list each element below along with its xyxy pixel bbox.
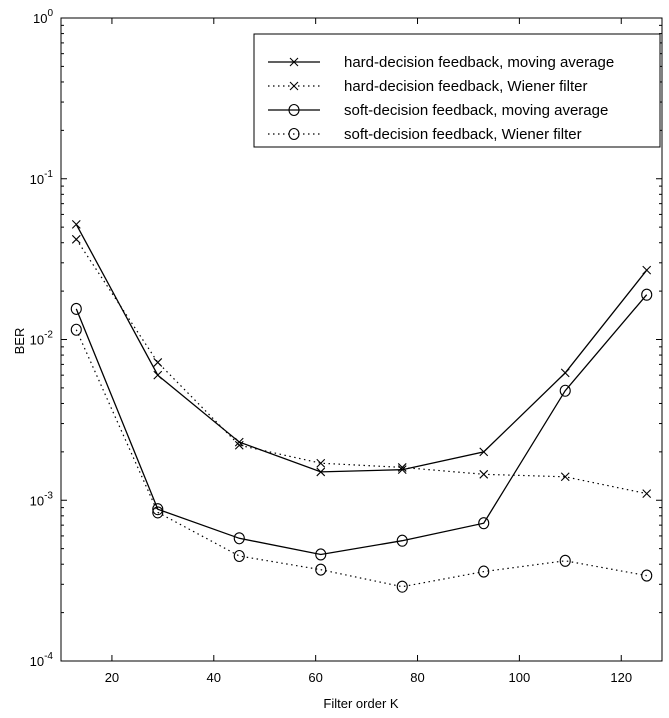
data-point [315, 563, 327, 576]
legend-label: hard-decision feedback, Wiener filter [344, 78, 587, 95]
data-point [316, 467, 326, 477]
series-line [75, 224, 648, 473]
data-point [70, 323, 82, 336]
series-line [75, 294, 648, 556]
series-line [75, 329, 647, 588]
legend-label: soft-decision feedback, moving average [344, 102, 608, 119]
legend-item: hard-decision feedback, moving average [268, 54, 614, 71]
y-tick-label: 10-3 [30, 490, 54, 508]
data-point [153, 358, 163, 367]
legend: hard-decision feedback, moving average ha… [253, 33, 661, 148]
y-tick-label: 10-2 [30, 330, 54, 348]
series-3 [70, 288, 653, 561]
data-point [642, 265, 652, 275]
data-point [152, 506, 164, 519]
x-tick-label: 100 [509, 670, 531, 685]
data-point [396, 580, 408, 593]
data-point [560, 472, 570, 482]
data-point [234, 440, 244, 450]
x-tick-label: 40 [207, 670, 221, 685]
y-tick-label: 10-4 [30, 651, 54, 669]
legend-marker [289, 81, 299, 91]
data-point [233, 532, 245, 545]
y-tick-label: 10-1 [30, 169, 54, 187]
y-axis-label: BER [12, 328, 27, 355]
data-point [397, 463, 407, 472]
data-point [641, 569, 653, 582]
legend-item: soft-decision feedback, Wiener filter [268, 126, 582, 143]
x-tick-label: 120 [610, 670, 632, 685]
data-point [152, 503, 164, 516]
legend-item: soft-decision feedback, moving average [268, 102, 608, 119]
data-point [560, 368, 570, 378]
data-point [153, 370, 163, 380]
x-axis-label: Filter order K [323, 696, 398, 711]
data-point [315, 548, 327, 561]
data-point [233, 549, 245, 563]
series-layer [70, 220, 653, 593]
data-point [234, 437, 244, 447]
data-point [71, 234, 81, 244]
y-tick-label: 100 [33, 8, 53, 26]
data-point [478, 565, 490, 578]
legend-item: hard-decision feedback, Wiener filter [268, 78, 587, 95]
data-point [316, 458, 326, 468]
legend-label: hard-decision feedback, moving average [344, 54, 614, 71]
x-tick-label: 60 [308, 670, 322, 685]
data-point [559, 384, 571, 397]
data-point [642, 489, 652, 498]
series-4 [70, 323, 653, 593]
data-point [479, 447, 489, 457]
legend-marker [289, 57, 299, 67]
data-point [479, 469, 489, 479]
legend-marker [288, 127, 300, 141]
data-point [478, 517, 490, 530]
legend-box [253, 33, 661, 148]
axis-ticks: 20 40 60 80 100 120 10-4 10-3 10-2 10-1 100 [30, 8, 662, 685]
legend-label: soft-decision feedback, Wiener filter [344, 126, 582, 143]
x-tick-label: 20 [105, 670, 119, 685]
data-point [396, 534, 408, 547]
legend-marker [288, 103, 300, 117]
data-point [70, 302, 82, 315]
x-tick-label: 80 [410, 670, 424, 685]
data-point [641, 288, 653, 301]
data-point [559, 554, 571, 567]
series-2 [71, 234, 652, 498]
data-point [71, 220, 81, 229]
